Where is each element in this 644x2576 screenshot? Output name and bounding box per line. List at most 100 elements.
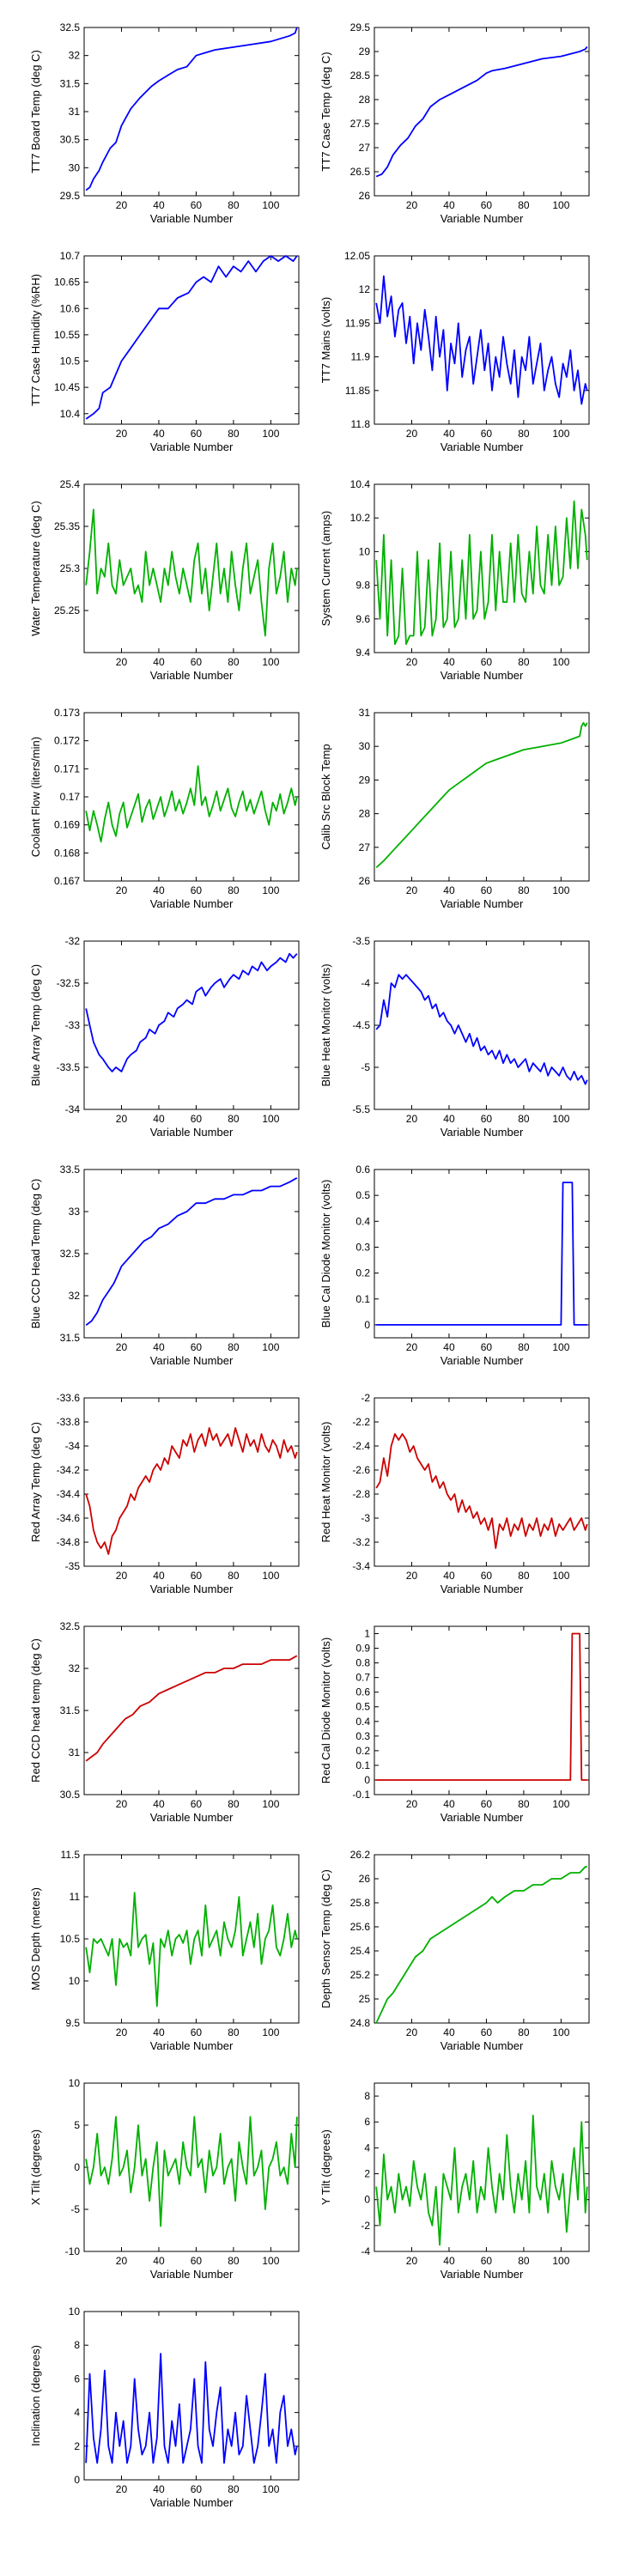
x-tick-label: 20 [116,1341,128,1353]
y-tick-label: 26.5 [350,166,371,178]
y-tick-label: 4 [74,2407,80,2419]
y-axis-label: X Tilt (degrees) [29,2129,42,2205]
y-tick-label: 0.8 [355,1657,370,1669]
subplot-8: 26 27 28 29 30 31 20 40 60 80 100 Calib Src Block T… [319,707,590,910]
y-tick-label: 11.95 [345,317,370,329]
subplot-5: 25.25 25.3 25.35 25.4 20 40 60 80 100 Water Tempe… [29,478,300,682]
x-tick-label: 60 [481,428,493,440]
x-tick-label: 100 [262,2255,279,2267]
y-tick-label: 25.4 [60,478,81,490]
y-tick-label: 10 [359,545,371,557]
x-axis-label: Variable Number [440,212,524,225]
y-tick-label: -2.6 [352,1464,370,1476]
plot-area [374,1169,590,1339]
x-tick-label: 60 [191,884,203,896]
x-tick-label: 60 [191,2255,203,2267]
y-tick-label: 0 [364,1774,370,1786]
y-tick-label: 25.25 [54,605,80,617]
y-tick-label: 33 [69,1206,81,1218]
x-axis-label: Variable Number [150,2496,234,2509]
y-tick-label: 0.172 [54,735,80,747]
subplot-15: 30.5 31 31.5 32 32.5 20 40 60 80 100 Red CCD head … [29,1620,300,1824]
x-tick-label: 100 [552,1113,569,1125]
x-tick-label: 40 [443,1113,455,1125]
y-tick-label: 31.5 [60,1704,81,1716]
y-axis-label: Blue Array Temp (deg C) [29,964,42,1086]
y-tick-label: -0.1 [352,1789,370,1801]
y-tick-label: 0.173 [54,707,80,719]
x-tick-label: 100 [262,1570,279,1582]
y-tick-label: 32 [69,50,81,62]
x-tick-label: 100 [262,2026,279,2038]
y-axis-label: Inclination (degrees) [29,2345,42,2446]
y-tick-label: 6 [74,2372,80,2385]
y-tick-label: 0.1 [355,1759,370,1771]
x-tick-label: 40 [153,1798,165,1810]
y-tick-label: 32 [69,1290,81,1302]
y-tick-label: 9.4 [355,647,370,659]
y-tick-label: 25.2 [350,1969,371,1981]
x-tick-label: 80 [228,656,240,668]
subplot-12: 0 0.1 0.2 0.3 0.4 0.5 0.6 20 40 60 80 100 Blue Cal D… [319,1163,590,1367]
x-axis-label: Variable Number [440,669,524,682]
y-tick-label: 12 [359,283,371,295]
x-tick-label: 40 [153,2026,165,2038]
subplot-3: 10.4 10.45 10.5 10.55 10.6 10.65 10.7 20 40 60 80 1… [29,250,300,453]
x-tick-label: 20 [116,884,128,896]
y-tick-label: 10.2 [350,512,371,524]
y-tick-label: -2.8 [352,1488,370,1500]
y-tick-label: 0.6 [355,1686,370,1698]
plot-area [374,1854,590,2024]
y-axis-label: Red Cal Diode Monitor (volts) [319,1637,332,1784]
y-tick-label: 31.5 [60,77,81,89]
y-tick-label: 30 [359,740,371,752]
x-tick-label: 80 [228,1341,240,1353]
x-tick-label: 80 [518,656,530,668]
x-axis-label: Variable Number [150,897,234,910]
x-tick-label: 80 [518,428,530,440]
series-line [376,1182,587,1326]
y-tick-label: 29.5 [60,190,81,202]
x-tick-label: 100 [552,2255,569,2267]
series-line [375,1433,588,1549]
y-tick-label: 29 [359,774,371,786]
y-tick-label: 30 [69,161,81,173]
y-tick-label: 0.1 [355,1293,370,1305]
y-tick-label: 5 [74,2119,80,2131]
x-tick-label: 40 [443,2026,455,2038]
x-tick-label: 20 [406,199,418,211]
subplot-19: -10 -5 0 5 10 20 40 60 80 100 X Tilt (degrees) Vari… [29,2077,300,2281]
x-tick-label: 40 [153,199,165,211]
x-tick-label: 100 [262,884,279,896]
y-tick-label: 25.3 [60,562,81,574]
y-tick-label: 30.5 [60,1789,81,1801]
x-tick-label: 60 [481,1798,493,1810]
y-tick-label: 32 [69,1662,81,1674]
y-axis-label: TT7 Case Humidity (%RH) [29,274,42,406]
x-tick-label: 40 [153,2255,165,2267]
subplot-14: -3.4 -3.2 -3 -2.8 -2.6 -2.4 -2.2 -2 20 40 60 80 100 R… [319,1392,590,1595]
y-tick-label: -2 [361,1392,370,1404]
x-tick-label: 40 [153,656,165,668]
y-axis-label: Depth Sensor Temp (deg C) [319,1869,332,2008]
series-line [85,1892,298,2008]
x-axis-label: Variable Number [150,2268,234,2281]
x-tick-label: 60 [481,656,493,668]
x-tick-label: 100 [262,428,279,440]
x-axis-label: Variable Number [440,2268,524,2281]
y-tick-label: 10.65 [54,276,80,289]
y-tick-label: 33.5 [60,1163,81,1176]
y-tick-label: -34 [65,1103,81,1115]
x-tick-label: 100 [552,1570,569,1582]
x-tick-label: 100 [552,1798,569,1810]
plot-area [374,1397,590,1567]
x-tick-label: 20 [116,2255,128,2267]
y-tick-label: 10.4 [350,478,371,490]
y-tick-label: 0 [364,1319,370,1331]
subplot-16: -0.1 0 0.1 0.2 0.3 0.4 0.5 0.6 0.7 0.8 0.9 1 20 40 60 8… [319,1625,590,1824]
y-tick-label: 31 [359,707,371,719]
y-axis-label: TT7 Board Temp (deg C) [29,50,42,173]
y-tick-label: -3 [361,1512,370,1524]
y-tick-label: 0.3 [355,1730,370,1742]
x-tick-label: 80 [228,2026,240,2038]
